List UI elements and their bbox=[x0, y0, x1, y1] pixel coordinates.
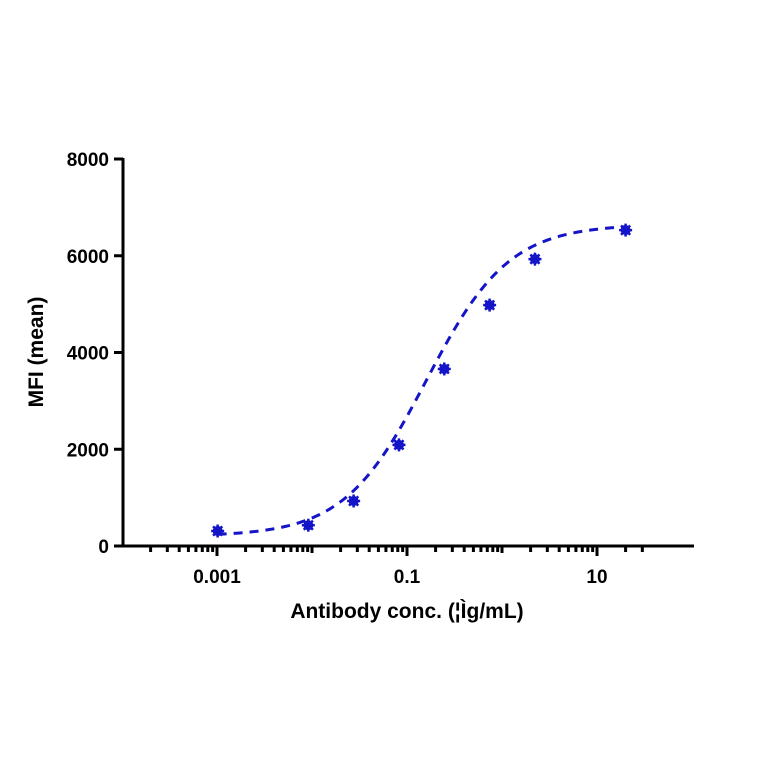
y-tick-label: 6000 bbox=[67, 247, 109, 268]
y-axis-ticks: 0 2000 4000 6000 8000 bbox=[67, 150, 123, 558]
y-tick-label: 4000 bbox=[67, 344, 109, 365]
x-tick-label: 10 bbox=[586, 567, 607, 588]
data-point-marker bbox=[211, 524, 225, 538]
data-point-marker bbox=[347, 494, 361, 508]
data-point-marker bbox=[301, 518, 315, 532]
x-axis-ticks: 0.001 0.1 10 bbox=[149, 546, 644, 588]
data-point-marker bbox=[483, 298, 497, 312]
x-tick-label: 0.1 bbox=[394, 567, 421, 588]
data-points bbox=[211, 223, 633, 538]
y-tick-label: 2000 bbox=[67, 440, 109, 461]
y-axis-title: MFI (mean) bbox=[25, 297, 48, 408]
data-point-marker bbox=[392, 438, 406, 452]
y-tick-label: 8000 bbox=[67, 150, 109, 171]
fit-curve bbox=[217, 225, 626, 536]
data-point-marker bbox=[619, 223, 633, 237]
x-axis-title: Antibody conc. (¦Ìg/mL) bbox=[290, 600, 523, 623]
x-tick-label: 0.001 bbox=[193, 567, 241, 588]
y-tick-label: 0 bbox=[98, 537, 109, 558]
data-point-marker bbox=[437, 362, 451, 376]
data-point-marker bbox=[528, 252, 542, 266]
